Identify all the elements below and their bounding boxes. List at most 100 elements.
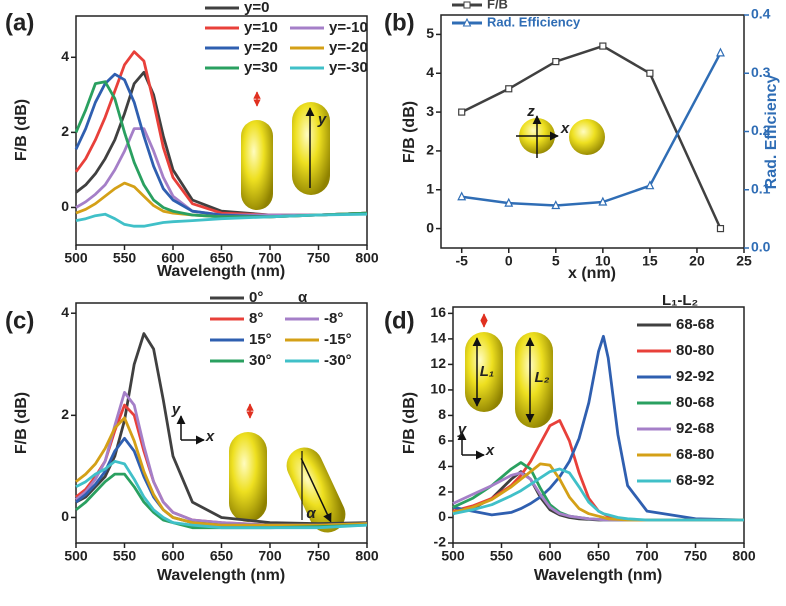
y-tick-label: 2 (61, 406, 69, 422)
y-tick-label: 2 (61, 123, 69, 139)
panel-label: (a) (5, 9, 34, 36)
legend-label: y=-10 (329, 19, 368, 36)
series-line (75, 332, 368, 525)
x-tick-label: 800 (355, 548, 379, 564)
x-axis-label: x (nm) (568, 265, 616, 282)
inset-a (241, 91, 330, 210)
y-tick-label: 14 (430, 330, 446, 346)
legend-title: α (298, 289, 308, 306)
y-axis-label: F/B (dB) (401, 101, 418, 163)
y-tick-label: 12 (430, 355, 446, 371)
y2-tick-label: 0.4 (751, 6, 771, 22)
y-axis-label: F/B (dB) (401, 392, 418, 454)
inset-d (457, 313, 553, 460)
annotation: x (485, 442, 495, 459)
legend-marker (463, 1, 471, 9)
x-tick-label: 800 (732, 548, 756, 564)
legend-label: y=-30 (329, 59, 368, 76)
x-tick-label: 500 (64, 250, 88, 266)
x-tick-label: 500 (64, 548, 88, 564)
y-tick-label: 0 (61, 508, 69, 524)
annotation: x (560, 120, 570, 137)
legend-label: y=30 (244, 59, 278, 76)
y-tick-label: 0 (61, 198, 69, 214)
point-marker (716, 47, 725, 57)
point-marker (551, 200, 561, 210)
x-tick-label: 650 (210, 548, 234, 564)
legend-marker (462, 17, 472, 27)
x-tick-label: 20 (689, 253, 705, 269)
y-tick-label: 1 (426, 180, 434, 196)
annotation: y (317, 111, 327, 128)
y2-axis-label: Rad. Efficiency (763, 75, 780, 190)
y-tick-label: 0 (438, 508, 446, 524)
x-tick-label: 550 (113, 548, 137, 564)
x-tick-label: 700 (258, 548, 282, 564)
point-marker (598, 196, 608, 206)
inset-b (516, 115, 605, 158)
point-marker (458, 108, 466, 116)
annotation: α (306, 505, 316, 522)
series-line (75, 459, 368, 530)
x-tick-label: 700 (635, 548, 659, 564)
y-tick-label: 2 (426, 142, 434, 158)
y-tick-label: 4 (426, 64, 434, 80)
annotation: L₂ (535, 369, 550, 386)
series-line (461, 44, 722, 230)
annotation: z (526, 103, 535, 120)
x-tick-label: 600 (161, 548, 185, 564)
legend-label: F/B (487, 0, 508, 11)
x-tick-label: 800 (355, 250, 379, 266)
x-tick-label: 15 (642, 253, 658, 269)
legend-label: -30° (324, 352, 352, 369)
y-tick-label: -2 (434, 534, 447, 550)
y-tick-label: 0 (426, 219, 434, 235)
x-tick-label: 10 (595, 253, 611, 269)
x-tick-label: 750 (307, 548, 331, 564)
point-marker (599, 42, 607, 50)
x-tick-label: 600 (538, 548, 562, 564)
legend-label: y=0 (244, 0, 269, 16)
point-marker (716, 224, 725, 233)
x-tick-label: 650 (587, 548, 611, 564)
y-tick-label: 5 (426, 25, 434, 41)
series-line (75, 212, 368, 228)
point-marker (645, 180, 655, 190)
y-tick-label: 4 (61, 304, 69, 320)
legend-label: 92-92 (676, 368, 714, 385)
legend-label: 68-68 (676, 316, 714, 333)
legend-label: y=20 (244, 39, 278, 56)
legend-label: 68-92 (676, 472, 714, 489)
x-tick-label: 750 (307, 250, 331, 266)
x-tick-label: 0 (505, 253, 513, 269)
legend-label: 68-80 (676, 446, 714, 463)
annotation: y (457, 421, 467, 438)
legend-label: 0° (249, 289, 263, 306)
legend-label: -15° (324, 331, 352, 348)
legend-label: 15° (249, 331, 272, 348)
y2-tick-label: 0.2 (751, 122, 771, 138)
x-tick-label: 750 (684, 548, 708, 564)
series-line (452, 334, 745, 522)
series-line (461, 52, 722, 207)
panel-label: (b) (384, 9, 415, 36)
x-axis-label: Wavelength (nm) (534, 567, 662, 584)
y-tick-label: 4 (61, 48, 69, 64)
y-axis-label: F/B (dB) (13, 99, 30, 161)
legend-label: 92-68 (676, 420, 714, 437)
point-marker (646, 69, 654, 77)
x-tick-label: 600 (161, 250, 185, 266)
x-tick-label: 5 (552, 253, 560, 269)
panel-label: (d) (384, 307, 415, 334)
x-tick-label: -5 (455, 253, 468, 269)
legend-title: L₁-L₂ (662, 292, 698, 309)
y-tick-label: 2 (438, 483, 446, 499)
x-tick-label: 550 (113, 250, 137, 266)
point-marker (457, 191, 467, 201)
point-marker (504, 197, 514, 207)
x-tick-label: 500 (441, 548, 465, 564)
y2-tick-label: 0.1 (751, 180, 771, 196)
legend-label: -8° (324, 310, 343, 327)
y2-tick-label: 0.3 (751, 64, 771, 80)
y-tick-label: 6 (438, 432, 446, 448)
